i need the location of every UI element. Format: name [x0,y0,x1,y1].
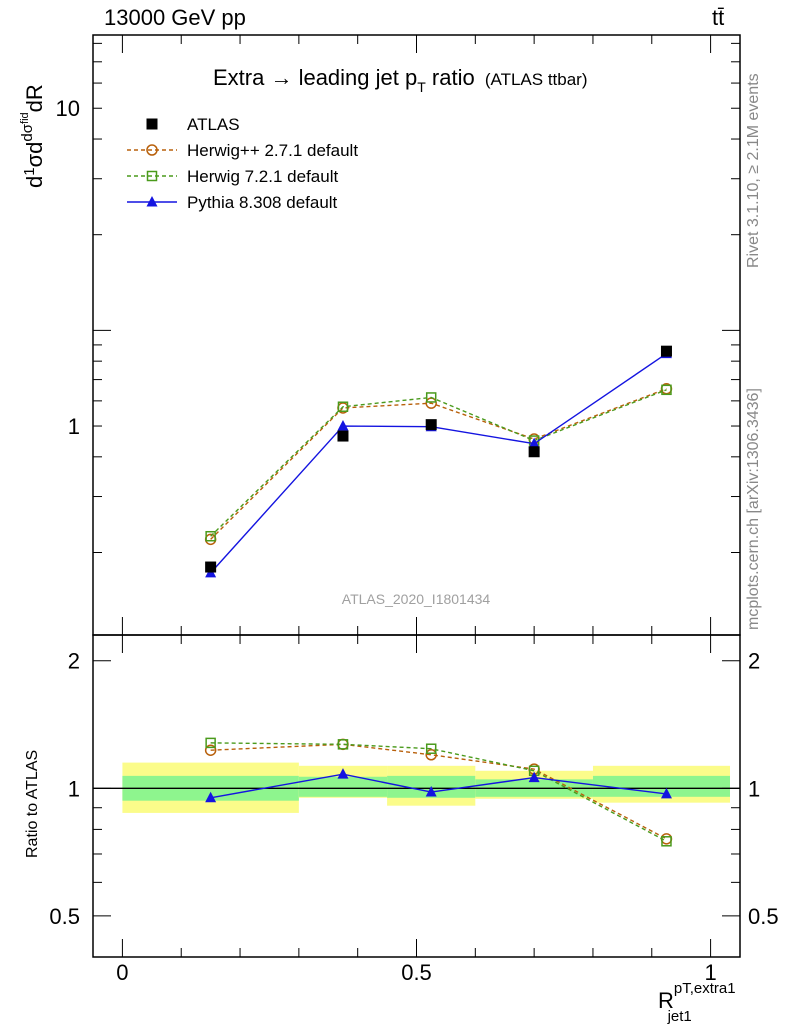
data-point [205,530,216,542]
ratio-y-tick-label: 0.5 [49,904,80,929]
main-y-axis-label: d1σddσfiddR [19,84,47,188]
legend-marker [146,196,158,207]
ratio-data-point [337,739,349,750]
legend-entry: Herwig++ 2.7.1 default [127,141,358,160]
legend-entry: Pythia 8.308 default [127,193,338,212]
watermark: ATLAS_2020_I1801434 [342,591,491,607]
legend-marker [146,144,158,156]
ratio-data-point [661,836,672,847]
ratio-y-tick-label-right: 0.5 [748,904,779,929]
series-line [210,388,667,540]
legend-entry: ATLAS [146,115,240,134]
series-line [210,353,667,574]
ratio-y-tick-label: 2 [68,649,80,674]
uncertainty-band-inner [592,775,730,797]
series-herwig-2-7-1-default [204,383,673,546]
ratio-series-line [210,742,667,842]
legend-label: Pythia 8.308 default [187,193,338,212]
legend-label: Herwig++ 2.7.1 default [187,141,358,160]
data-point [337,430,349,442]
ratio-data-point [205,791,217,803]
header-final-state: tt̄ [712,5,725,30]
ratio-data-point [204,744,217,756]
ratio-data-point [425,743,437,754]
ratio-y-tick-label: 1 [68,776,80,801]
main-title: Extra → leading jet pT ratio (ATLAS ttba… [213,65,588,95]
data-point [661,384,672,396]
ratio-y-axis-label: Ratio to ATLAS [24,750,41,858]
data-point [337,420,349,431]
legend-label: Herwig 7.2.1 default [187,167,338,186]
legend: ATLAS Herwig++ 2.7.1 default Herwig 7.2.1 … [127,115,358,212]
series-herwig-7-2-1-default [205,384,672,542]
series-line [210,389,667,537]
main-plot: Extra → leading jet pT ratio (ATLAS ttba… [19,34,741,636]
data-point [660,345,672,357]
legend-marker [146,170,158,182]
series-pythia-8-308-default [205,347,672,578]
header-process: 13000 GeV pp [104,5,246,30]
x-tick-label: 0.5 [401,960,432,985]
ratio-series-herwig-7-2-1-default [205,737,672,847]
ratio-y-tick-label-right: 1 [748,776,760,801]
ratio-series-pythia-8-308-default [205,768,672,803]
series-atlas [205,345,672,573]
x-axis-label: RpT,extra1 jet1 [658,980,736,1024]
data-point [337,401,349,412]
x-tick-label: 0 [116,960,128,985]
uncertainty-band-inner [298,776,388,797]
data-point [205,561,217,573]
data-point [528,446,540,458]
ratio-data-point [337,768,349,779]
x-tick-label: 1 [704,960,716,985]
main-y-tick-label: 1 [68,414,80,439]
data-point [528,437,540,449]
legend-entry: Herwig 7.2.1 default [127,167,338,186]
legend-label: ATLAS [187,115,240,134]
ratio-data-point [425,786,437,797]
ratio-data-point [528,771,540,783]
legend-marker [146,118,158,130]
ratio-data-point [660,787,672,799]
data-point [425,392,437,403]
ratio-data-point [205,737,216,749]
main-y-tick-label: 10 [56,96,80,121]
ratio-y-tick-label-right: 2 [748,649,760,674]
ratio-data-point [425,749,437,761]
data-point [425,419,437,431]
ratio-plot: Ratio to ATLAS 0.5 0.5 1 1 2 2 0 0.5 1 RpT,extra… [24,634,779,1024]
